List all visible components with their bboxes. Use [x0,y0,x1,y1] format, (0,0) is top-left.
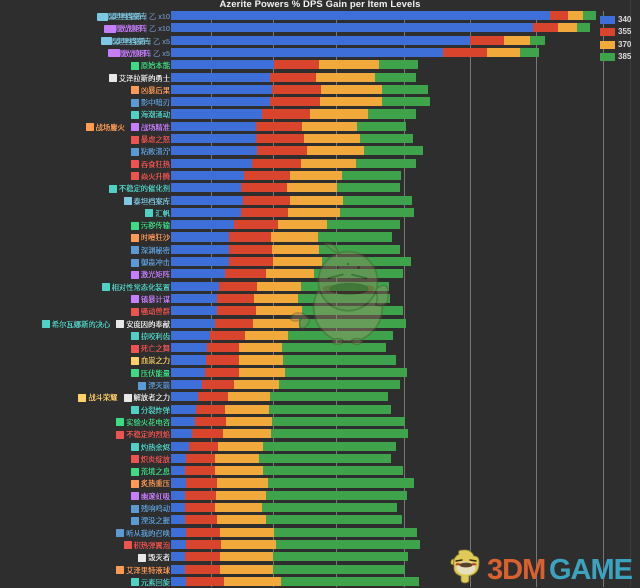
svg-text:3DM: 3DM [487,554,545,586]
svg-text:GAME: GAME [549,554,633,586]
